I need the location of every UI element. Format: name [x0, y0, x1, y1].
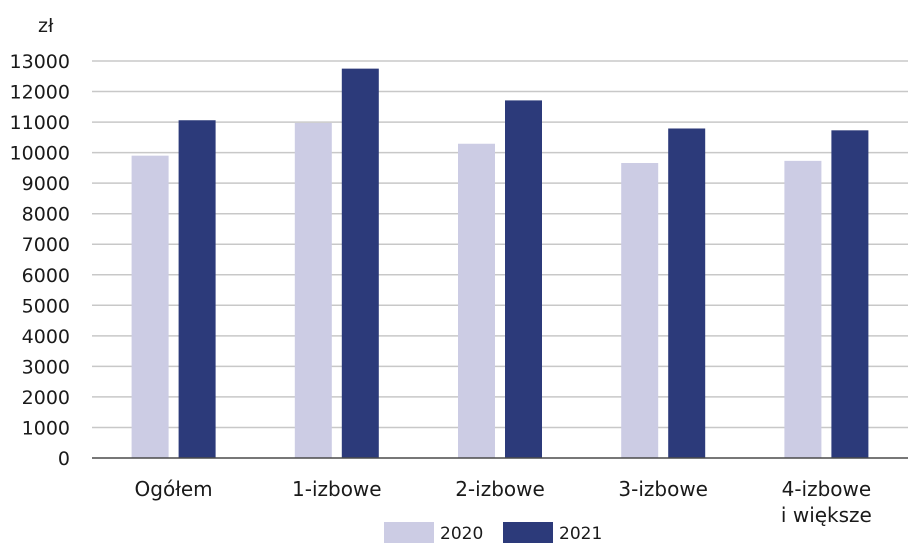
x-category-label: Ogółem [135, 477, 213, 501]
y-tick-label: 5000 [22, 295, 70, 317]
y-tick-label: 9000 [22, 173, 70, 195]
y-tick-label: 2000 [22, 387, 70, 409]
y-axis-unit-label: zł [38, 15, 54, 37]
bar-2020-1 [294, 122, 332, 459]
bar-2021-2 [505, 100, 542, 458]
x-axis-category-labels: Ogółem 1-izbowe 2-izbowe 3-izbowe 4-izbowei … [135, 477, 872, 527]
legend: 2020 2021 [384, 522, 602, 544]
bar-2020-2 [458, 143, 495, 459]
bar-2021-1 [341, 68, 379, 458]
bar-2020-3 [621, 162, 659, 458]
y-tick-label: 12000 [10, 82, 70, 104]
legend-label-2020: 2020 [440, 524, 483, 544]
y-tick-label: 7000 [22, 234, 70, 256]
x-category-label: 3-izbowe [618, 477, 708, 501]
bar-2020-0 [131, 155, 169, 458]
y-tick-label: 11000 [10, 112, 70, 134]
gridlines [92, 60, 908, 429]
x-category-label: 2-izbowe [455, 477, 545, 501]
x-category-label: 1-izbowe [292, 477, 382, 501]
x-category-label: i większe [781, 503, 872, 527]
y-tick-label: 13000 [10, 51, 70, 73]
y-tick-label: 0 [58, 448, 70, 470]
bar-2020-4 [784, 160, 822, 458]
y-tick-label: 1000 [22, 417, 70, 439]
y-tick-label: 10000 [10, 143, 70, 165]
x-category-label: 4-izbowe [782, 477, 872, 501]
bar-2021-3 [668, 128, 706, 459]
bars [131, 68, 869, 459]
legend-swatch-2021 [503, 522, 553, 543]
y-axis-ticks: 0 1000 2000 3000 4000 5000 6000 7000 8000 9000 100… [10, 51, 70, 470]
legend-label-2021: 2021 [559, 524, 602, 544]
bar-2021-0 [178, 120, 216, 458]
y-tick-label: 3000 [22, 356, 70, 378]
y-tick-label: 4000 [22, 326, 70, 348]
y-tick-label: 6000 [22, 265, 70, 287]
bar-2021-4 [831, 130, 869, 458]
legend-swatch-2020 [384, 522, 434, 543]
y-tick-label: 8000 [22, 204, 70, 226]
